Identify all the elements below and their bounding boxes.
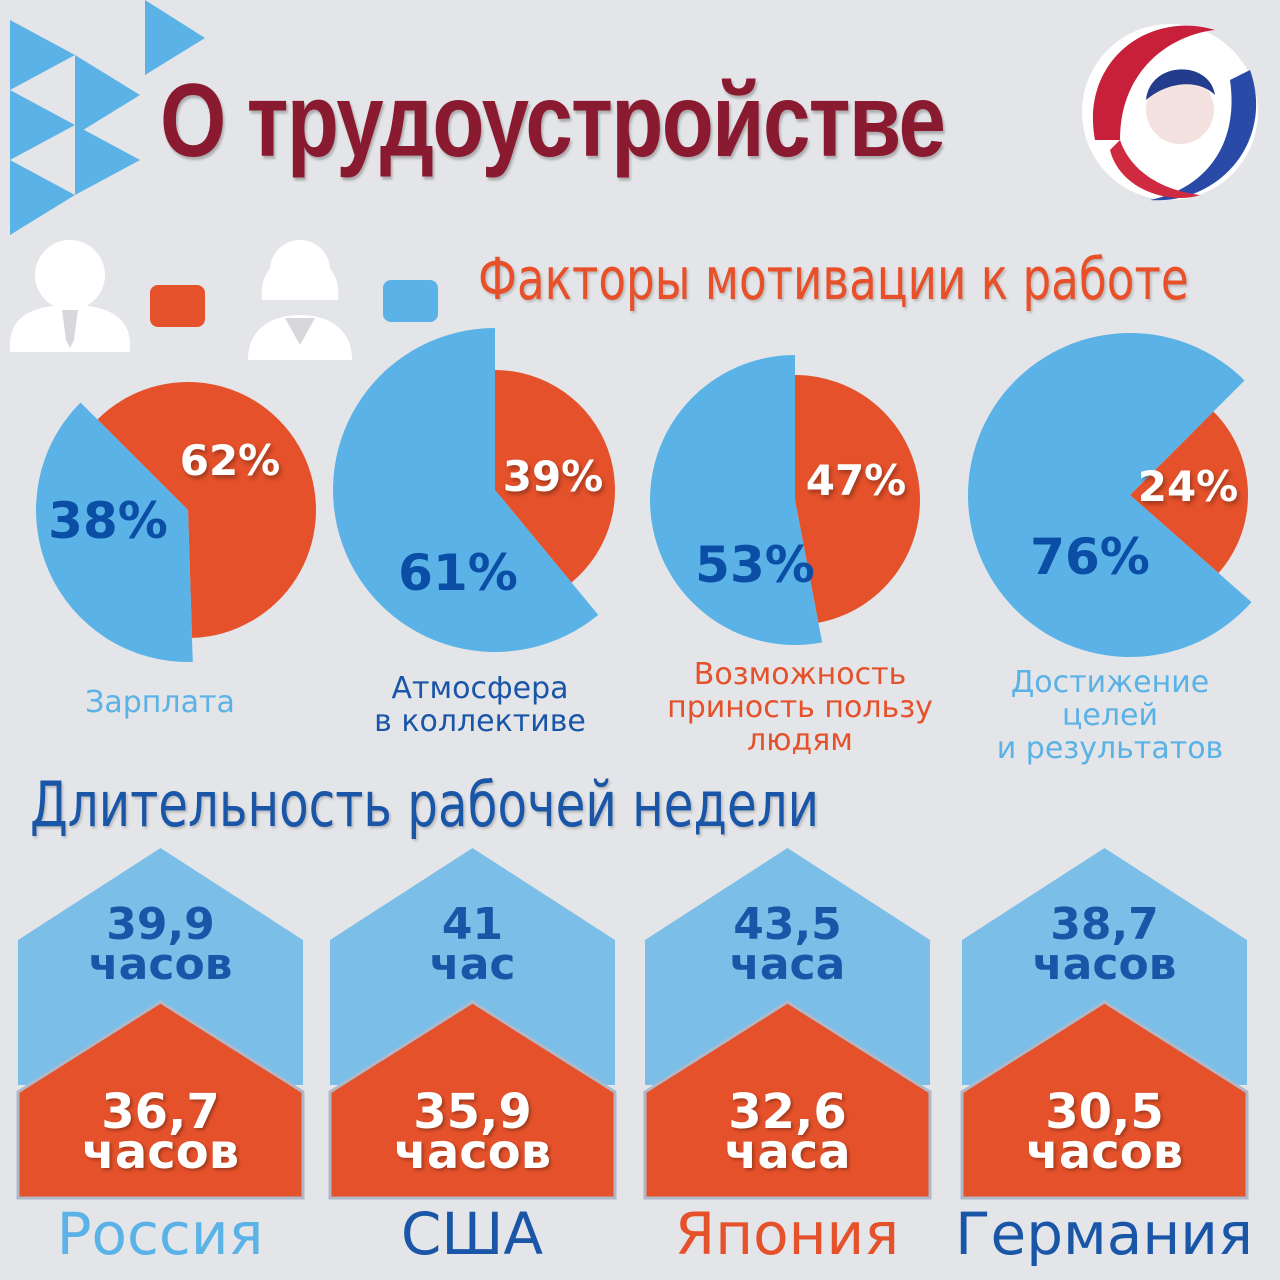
category-line: приность пользу: [667, 690, 933, 725]
women-hours-label: 32,6 часа: [645, 1084, 930, 1180]
women-hours-label: 30,5 часов: [962, 1084, 1247, 1180]
pie-slice-men: [495, 370, 616, 583]
hours-line: часов: [1032, 939, 1177, 990]
country-label: Германия: [955, 1200, 1253, 1268]
pie-category-label: Атмосфера в коллективе: [330, 672, 630, 738]
pie-slice-men: [1130, 411, 1248, 574]
pie-category-label: Возможность приность пользу людям: [650, 658, 950, 757]
workweek-men-shape: [330, 848, 615, 1085]
pie-slice-women: [36, 402, 193, 662]
women-hours-label: 36,7 часов: [18, 1084, 303, 1180]
workweek-men-shape: [962, 848, 1247, 1085]
hours-line: часа: [724, 1124, 851, 1180]
pie-slice-men: [97, 381, 317, 638]
workweek-men-shape: [645, 848, 930, 1085]
hours-line: часов: [1025, 1124, 1184, 1180]
logo: [1082, 24, 1258, 201]
men-hours-label: 41 час: [330, 899, 615, 990]
category-line: людям: [747, 723, 853, 758]
hours-line: 43,5: [733, 899, 842, 950]
men-percent-label: 39%: [502, 452, 604, 501]
women-percent-label: 76%: [1030, 528, 1150, 586]
hours-line: час: [429, 939, 516, 990]
hours-line: 30,5: [1045, 1084, 1164, 1140]
page-title: О трудоустройстве: [160, 63, 946, 179]
category-line: Атмосфера: [391, 671, 569, 706]
pie-slice-men: [795, 375, 920, 623]
workweek-section-title: Длительность рабочей недели: [30, 768, 820, 841]
country-label: Россия: [56, 1200, 264, 1268]
hours-line: 41: [441, 899, 504, 950]
women-percent-label: 53%: [695, 536, 815, 594]
category-line: и результатов: [996, 731, 1224, 766]
men-percent-label: 62%: [179, 436, 281, 485]
pie-category-label: Достижение целей и результатов: [960, 666, 1260, 765]
pie-slice-women: [650, 355, 823, 645]
hours-line: часов: [393, 1124, 552, 1180]
workweek-women-shape: [643, 1000, 932, 1200]
legend-women-swatch: [383, 280, 438, 322]
category-line: в коллективе: [374, 704, 586, 739]
men-hours-label: 38,7 часов: [962, 899, 1247, 990]
workweek-women-shape: [328, 1000, 617, 1200]
men-hours-label: 43,5 часа: [645, 899, 930, 990]
country-label: Япония: [674, 1200, 900, 1268]
category-line: Возможность: [693, 657, 907, 692]
hours-line: часов: [88, 939, 233, 990]
hours-line: 39,9: [106, 899, 215, 950]
hours-line: часа: [729, 939, 846, 990]
workweek-women-shape: [16, 1000, 305, 1200]
woman-icon: [248, 240, 352, 360]
category-line: Зарплата: [85, 685, 235, 720]
legend-men-swatch: [150, 285, 205, 327]
hours-line: 38,7: [1050, 899, 1159, 950]
hours-line: 35,9: [413, 1084, 532, 1140]
men-percent-label: 24%: [1137, 462, 1239, 511]
motivation-section-title: Факторы мотивации к работе: [478, 245, 1189, 313]
men-percent-label: 47%: [805, 456, 907, 505]
hours-line: 32,6: [728, 1084, 847, 1140]
workweek-men-shape: [18, 848, 303, 1085]
women-hours-label: 35,9 часов: [330, 1084, 615, 1180]
women-percent-label: 61%: [398, 544, 518, 602]
men-hours-label: 39,9 часов: [18, 899, 303, 990]
country-label: США: [400, 1200, 544, 1268]
man-icon: [10, 240, 130, 352]
women-percent-label: 38%: [48, 492, 168, 550]
decorative-triangles: [10, 0, 205, 235]
hours-line: 36,7: [101, 1084, 220, 1140]
pie-category-label: Зарплата: [10, 686, 310, 719]
category-line: Достижение целей: [1010, 665, 1210, 733]
pie-slice-women: [332, 328, 599, 652]
hours-line: часов: [81, 1124, 240, 1180]
workweek-women-shape: [960, 1000, 1249, 1200]
pie-slice-women: [967, 333, 1252, 657]
